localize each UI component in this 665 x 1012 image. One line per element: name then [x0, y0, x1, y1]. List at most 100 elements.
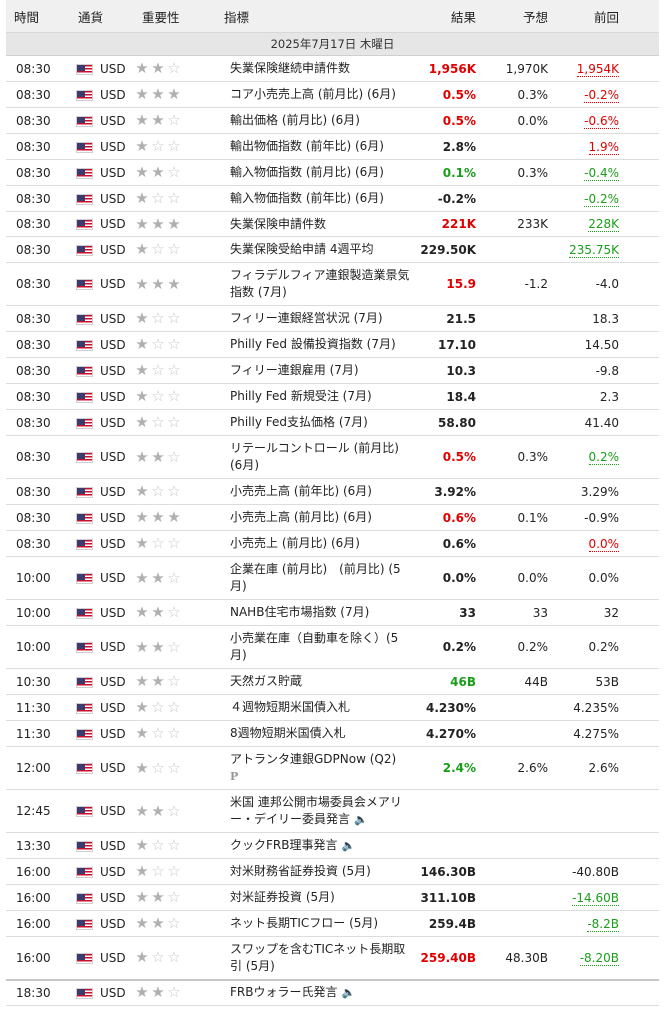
table-row[interactable]: 10:30 USD ★ ★ ☆ 天然ガス貯蔵 46B 44B 53B: [6, 668, 659, 695]
previous-text[interactable]: -0.2%: [584, 87, 619, 103]
event-label[interactable]: 米国 連邦公開市場委員会メアリー・デイリー委員発言: [230, 795, 402, 826]
table-row[interactable]: 08:30 USD ★ ☆ ☆ フィリー連銀雇用 (7月) 10.3 -9.8: [6, 357, 659, 384]
previous-value[interactable]: 1.9%: [556, 133, 659, 160]
event-name[interactable]: リテールコントロール (前月比) (6月): [224, 435, 414, 479]
table-row[interactable]: 08:30 USD ★ ★ ★ 小売売上高 (前月比) (6月) 0.6% 0.1% -0.9%: [6, 504, 659, 531]
table-row[interactable]: 08:30 USD ★ ☆ ☆ Philly Fed 設備投資指数 (7月) 17.10 14…: [6, 331, 659, 358]
table-row[interactable]: 08:30 USD ★ ☆ ☆ 輸入物価指数 (前年比) (6月) -0.2% -0.2%: [6, 185, 659, 212]
table-row[interactable]: 08:30 USD ★ ★ ☆ 失業保険継続申請件数 1,956K 1,970K 1,954K: [6, 55, 659, 82]
table-row[interactable]: 08:30 USD ★ ★ ★ コア小売売上高 (前月比) (6月) 0.5% 0.3% -0.…: [6, 81, 659, 108]
header-event[interactable]: 指標: [224, 0, 414, 33]
table-row[interactable]: 08:30 USD ★ ☆ ☆ 小売売上 (前月比) (6月) 0.6% 0.0%: [6, 530, 659, 557]
previous-text[interactable]: -0.4%: [584, 165, 619, 181]
previous-value[interactable]: 0.2%: [556, 435, 659, 479]
event-name[interactable]: フィリー連銀雇用 (7月): [224, 357, 414, 384]
event-label[interactable]: Philly Fed 設備投資指数 (7月): [230, 337, 396, 351]
table-row[interactable]: 08:30 USD ★ ☆ ☆ フィリー連銀経営状況 (7月) 21.5 18.3: [6, 305, 659, 332]
previous-text[interactable]: -14.60B: [572, 890, 619, 906]
event-label[interactable]: フィリー連銀経営状況 (7月): [230, 311, 383, 325]
event-name[interactable]: 輸出価格 (前月比) (6月): [224, 107, 414, 134]
event-label[interactable]: リテールコントロール (前月比) (6月): [230, 441, 399, 472]
table-row[interactable]: 10:00 USD ★ ★ ☆ 企業在庫 (前月比) (前月比) (5月) 0.0% 0.0%…: [6, 556, 659, 600]
event-label[interactable]: Philly Fed 新規受注 (7月): [230, 389, 372, 403]
event-label[interactable]: コア小売売上高 (前月比) (6月): [230, 87, 396, 101]
table-row[interactable]: 18:30 USD ★ ★ ☆ FRBウォラー氏発言 🔈: [6, 978, 659, 1006]
event-name[interactable]: Philly Fed 設備投資指数 (7月): [224, 331, 414, 358]
event-label[interactable]: 小売売上高 (前月比) (6月): [230, 510, 372, 524]
table-row[interactable]: 08:30 USD ★ ☆ ☆ Philly Fed支払価格 (7月) 58.80 41.40: [6, 409, 659, 436]
event-label[interactable]: ネット長期TICフロー (5月): [230, 916, 379, 930]
table-row[interactable]: 08:30 USD ★ ☆ ☆ Philly Fed 新規受注 (7月) 18.4 2.3: [6, 383, 659, 410]
previous-text[interactable]: 1.9%: [588, 139, 619, 155]
event-name[interactable]: 小売売上高 (前月比) (6月): [224, 504, 414, 531]
header-currency[interactable]: 通貨: [70, 0, 134, 33]
event-label[interactable]: 対米証券投資 (5月): [230, 890, 335, 904]
event-name[interactable]: フィラデルフィア連銀製造業景気指数 (7月): [224, 262, 414, 306]
event-name[interactable]: 対米財務省証券投資 (5月): [224, 858, 414, 885]
event-label[interactable]: 輸入物価指数 (前月比) (6月): [230, 165, 384, 179]
event-label[interactable]: 輸出物価指数 (前年比) (6月): [230, 139, 384, 153]
previous-value[interactable]: 235.75K: [556, 236, 659, 263]
event-name[interactable]: 失業保険受給申請 4週平均: [224, 236, 414, 263]
event-name[interactable]: 輸出物価指数 (前年比) (6月): [224, 133, 414, 160]
event-name[interactable]: ネット長期TICフロー (5月): [224, 910, 414, 937]
table-row[interactable]: 10:00 USD ★ ★ ☆ 小売業在庫（自動車を除く）(5月) 0.2% 0.2% 0.2%: [6, 625, 659, 669]
table-row[interactable]: 08:30 USD ★ ★ ☆ 輸出価格 (前月比) (6月) 0.5% 0.0% -0.6%: [6, 107, 659, 134]
previous-value[interactable]: -0.2%: [556, 185, 659, 212]
event-name[interactable]: NAHB住宅市場指数 (7月): [224, 599, 414, 626]
previous-value[interactable]: -8.20B: [556, 936, 659, 980]
event-label[interactable]: 失業保険継続申請件数: [230, 61, 351, 75]
event-label[interactable]: 失業保険受給申請 4週平均: [230, 242, 374, 256]
event-label[interactable]: 対米財務省証券投資 (5月): [230, 864, 371, 878]
header-importance[interactable]: 重要性: [134, 0, 224, 33]
event-label[interactable]: 企業在庫 (前月比) (前月比) (5月): [230, 562, 401, 593]
event-name[interactable]: コア小売売上高 (前月比) (6月): [224, 81, 414, 108]
previous-text[interactable]: 0.2%: [588, 450, 619, 465]
event-label[interactable]: フィラデルフィア連銀製造業景気指数 (7月): [230, 268, 410, 299]
table-row[interactable]: 08:30 USD ★ ☆ ☆ 失業保険受給申請 4週平均 229.50K 235.75K: [6, 236, 659, 263]
table-row[interactable]: 08:30 USD ★ ★ ☆ 輸入物価指数 (前月比) (6月) 0.1% 0.3% -0.4…: [6, 159, 659, 186]
table-row[interactable]: 12:00 USD ★ ☆ ☆ アトランタ連銀GDPNow (Q2) P 2.4% 2.6% 2.…: [6, 746, 659, 790]
event-name[interactable]: スワップを含むTICネット長期取引 (5月): [224, 936, 414, 980]
event-label[interactable]: 輸入物価指数 (前年比) (6月): [230, 191, 384, 205]
event-name[interactable]: 小売業在庫（自動車を除く）(5月): [224, 625, 414, 669]
event-name[interactable]: Philly Fed 新規受注 (7月): [224, 383, 414, 410]
table-row[interactable]: 10:00 USD ★ ★ ☆ NAHB住宅市場指数 (7月) 33 33 32: [6, 599, 659, 626]
event-name[interactable]: フィリー連銀経営状況 (7月): [224, 305, 414, 332]
event-label[interactable]: 小売売上 (前月比) (6月): [230, 536, 360, 550]
event-name[interactable]: 失業保険継続申請件数: [224, 55, 414, 82]
previous-text[interactable]: 0.0%: [588, 536, 619, 552]
previous-value[interactable]: -14.60B: [556, 884, 659, 911]
event-name[interactable]: Philly Fed支払価格 (7月): [224, 409, 414, 436]
event-label[interactable]: クックFRB理事発言: [230, 838, 338, 852]
event-name[interactable]: 輸入物価指数 (前年比) (6月): [224, 185, 414, 212]
event-label[interactable]: Philly Fed支払価格 (7月): [230, 415, 368, 429]
event-label[interactable]: 失業保険申請件数: [230, 216, 327, 231]
event-name[interactable]: ４週物短期米国債入札: [224, 694, 414, 721]
event-name[interactable]: 企業在庫 (前月比) (前月比) (5月): [224, 556, 414, 600]
previous-text[interactable]: 1,954K: [576, 61, 619, 77]
table-row[interactable]: 16:00 USD ★ ☆ ☆ 対米財務省証券投資 (5月) 146.30B -40.80B: [6, 858, 659, 885]
event-name[interactable]: 輸入物価指数 (前月比) (6月): [224, 159, 414, 186]
table-row[interactable]: 11:30 USD ★ ☆ ☆ 8週物短期米国債入札 4.270% 4.275%: [6, 720, 659, 747]
previous-text[interactable]: -0.2%: [584, 191, 619, 207]
previous-value[interactable]: -0.2%: [556, 81, 659, 108]
event-label[interactable]: NAHB住宅市場指数 (7月): [230, 605, 370, 619]
event-name[interactable]: 対米証券投資 (5月): [224, 884, 414, 911]
previous-text[interactable]: -8.20B: [579, 950, 619, 966]
event-name[interactable]: クックFRB理事発言 🔈: [224, 832, 414, 859]
previous-value[interactable]: 0.0%: [556, 530, 659, 557]
event-label[interactable]: スワップを含むTICネット長期取引 (5月): [230, 941, 406, 973]
previous-text[interactable]: 228K: [588, 217, 619, 232]
table-row[interactable]: 13:30 USD ★ ☆ ☆ クックFRB理事発言 🔈: [6, 832, 659, 859]
table-row[interactable]: 08:30 USD ★ ★ ★ フィラデルフィア連銀製造業景気指数 (7月) 15.9 -1.…: [6, 262, 659, 306]
previous-value[interactable]: -0.6%: [556, 107, 659, 134]
table-row[interactable]: 11:30 USD ★ ☆ ☆ ４週物短期米国債入札 4.230% 4.235%: [6, 694, 659, 721]
header-forecast[interactable]: 予想: [484, 0, 556, 33]
event-label[interactable]: 小売業在庫（自動車を除く）(5月): [230, 631, 399, 662]
header-actual[interactable]: 結果: [414, 0, 484, 33]
table-row[interactable]: 08:30 USD ★ ☆ ☆ 輸出物価指数 (前年比) (6月) 2.8% 1.9%: [6, 133, 659, 160]
event-name[interactable]: 失業保険申請件数: [224, 211, 414, 237]
event-label[interactable]: フィリー連銀雇用 (7月): [230, 363, 359, 377]
previous-text[interactable]: 235.75K: [569, 242, 619, 258]
